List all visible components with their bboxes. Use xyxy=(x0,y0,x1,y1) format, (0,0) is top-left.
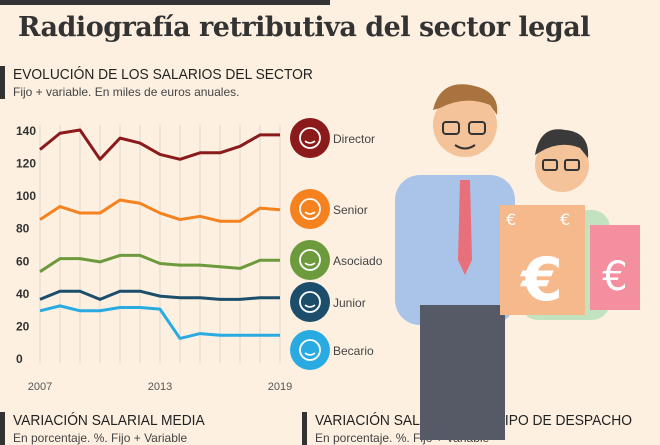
svg-text:€: € xyxy=(506,210,516,229)
avatar-icon-director xyxy=(290,118,330,158)
avatar-icon-senior xyxy=(290,189,330,229)
section-heading: VARIACIÓN SALARIAL MEDIA xyxy=(13,412,205,429)
svg-text:€: € xyxy=(519,245,563,315)
series-line-senior xyxy=(39,198,281,223)
y-tick-label: 140 xyxy=(16,124,36,138)
y-tick-label: 120 xyxy=(16,157,36,171)
legend-label: Asociado xyxy=(333,254,383,268)
series-line-asociado xyxy=(39,253,280,273)
avatar-icon-junior xyxy=(290,282,330,322)
page-title: Radiografía retributiva del sector legal xyxy=(18,12,590,43)
legend-label: Senior xyxy=(333,203,368,217)
legend-label: Becario xyxy=(333,344,374,358)
series-line-becario xyxy=(39,304,280,340)
legend-label: Director xyxy=(333,132,375,146)
top-rule xyxy=(0,0,330,5)
y-tick-label: 60 xyxy=(16,254,30,268)
y-tick-label: 100 xyxy=(16,189,36,203)
legend-label: Junior xyxy=(333,296,366,310)
euro-sign-small: € xyxy=(590,225,640,310)
svg-text:€: € xyxy=(602,254,627,300)
smile-icon xyxy=(304,352,316,356)
smile-icon xyxy=(304,140,316,144)
smile-icon xyxy=(304,262,316,266)
x-tick-label: 2019 xyxy=(268,381,292,393)
y-tick-label: 80 xyxy=(16,222,30,236)
smile-icon xyxy=(304,211,316,215)
avatar-icon-asociado xyxy=(290,240,330,280)
x-tick-label: 2007 xyxy=(28,381,52,393)
section-subtitle: Fijo + variable. En miles de euros anual… xyxy=(13,85,240,99)
section-heading: EVOLUCIÓN DE LOS SALARIOS DEL SECTOR xyxy=(13,66,313,83)
face-icon xyxy=(299,127,321,149)
series-line-director xyxy=(39,128,280,161)
series-line-junior xyxy=(39,289,280,301)
tall-man-illustration xyxy=(395,84,515,440)
y-tick-label: 40 xyxy=(16,287,30,301)
section-salary-evolution: EVOLUCIÓN DE LOS SALARIOS DEL SECTOR Fij… xyxy=(0,66,339,99)
y-tick-label: 0 xyxy=(16,352,23,366)
face-icon xyxy=(299,291,321,313)
y-tick-label: 20 xyxy=(16,319,30,333)
face-icon xyxy=(299,249,321,271)
smile-icon xyxy=(304,304,316,308)
x-tick-label: 2013 xyxy=(148,381,172,393)
face-icon xyxy=(299,198,321,220)
avatar-icon-becario xyxy=(290,330,330,370)
face-icon xyxy=(299,339,321,361)
euro-sign-large: € € € xyxy=(500,205,585,315)
svg-text:€: € xyxy=(560,210,570,229)
